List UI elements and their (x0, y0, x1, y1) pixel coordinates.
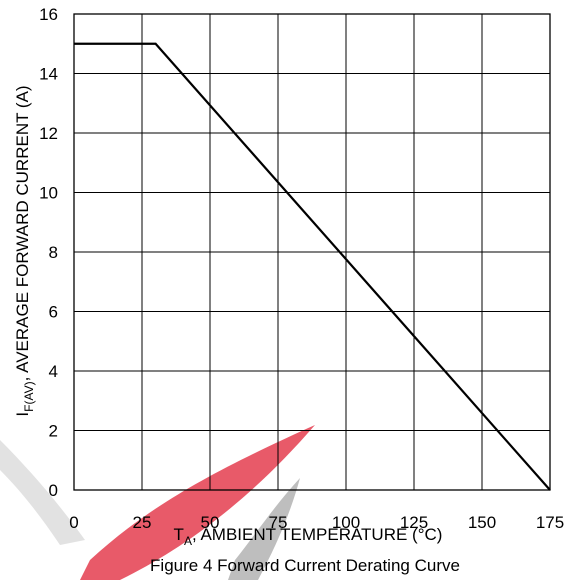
y-tick-label-14: 14 (39, 65, 58, 84)
x-axis-label-text: , AMBIENT TEMPERATURE (°C) (192, 525, 443, 544)
x-tick-label-175: 175 (536, 513, 564, 532)
x-tick-label-0: 0 (69, 513, 78, 532)
x-tick-label-125: 125 (400, 513, 428, 532)
figure-caption: Figure 4 Forward Current Derating Curve (150, 556, 460, 575)
y-tick-label-2: 2 (49, 422, 58, 441)
x-tick-label-75: 75 (269, 513, 288, 532)
derating-curve-line (74, 42, 551, 491)
y-tick-label-8: 8 (49, 243, 58, 262)
watermark-swoosh-gray (228, 478, 300, 580)
data-layer (74, 42, 551, 491)
x-tick-label-25: 25 (133, 513, 152, 532)
plot-frame (73, 13, 551, 491)
y-tick-label-12: 12 (39, 124, 58, 143)
grid (73, 13, 551, 491)
watermark-logo (0, 425, 315, 580)
x-tick-label-150: 150 (468, 513, 496, 532)
y-tick-label-10: 10 (39, 184, 58, 203)
x-tick-label-100: 100 (332, 513, 360, 532)
x-tick-labels: 0 25 50 75 100 125 150 175 (69, 513, 564, 532)
y-tick-label-16: 16 (39, 5, 58, 24)
y-axis-label-text: , AVERAGE FORWARD CURRENT (A) (13, 85, 32, 381)
y-tick-label-4: 4 (49, 362, 58, 381)
y-tick-label-6: 6 (49, 303, 58, 322)
watermark-swoosh-red (80, 425, 315, 580)
y-axis-label-subscript: F(AV) (22, 381, 36, 411)
x-tick-label-50: 50 (201, 513, 220, 532)
y-axis-label: IF(AV), AVERAGE FORWARD CURRENT (A) (13, 85, 36, 416)
x-axis-label-symbol: T (174, 525, 184, 544)
watermark-swoosh-gray-left (0, 440, 85, 545)
y-tick-label-0: 0 (49, 481, 58, 500)
y-tick-labels: 0 2 4 6 8 10 12 14 16 (39, 5, 58, 500)
y-axis-label-symbol: I (13, 412, 32, 417)
x-axis-label-subscript: A (184, 534, 192, 548)
x-axis-label: TA, AMBIENT TEMPERATURE (°C) (174, 525, 443, 548)
